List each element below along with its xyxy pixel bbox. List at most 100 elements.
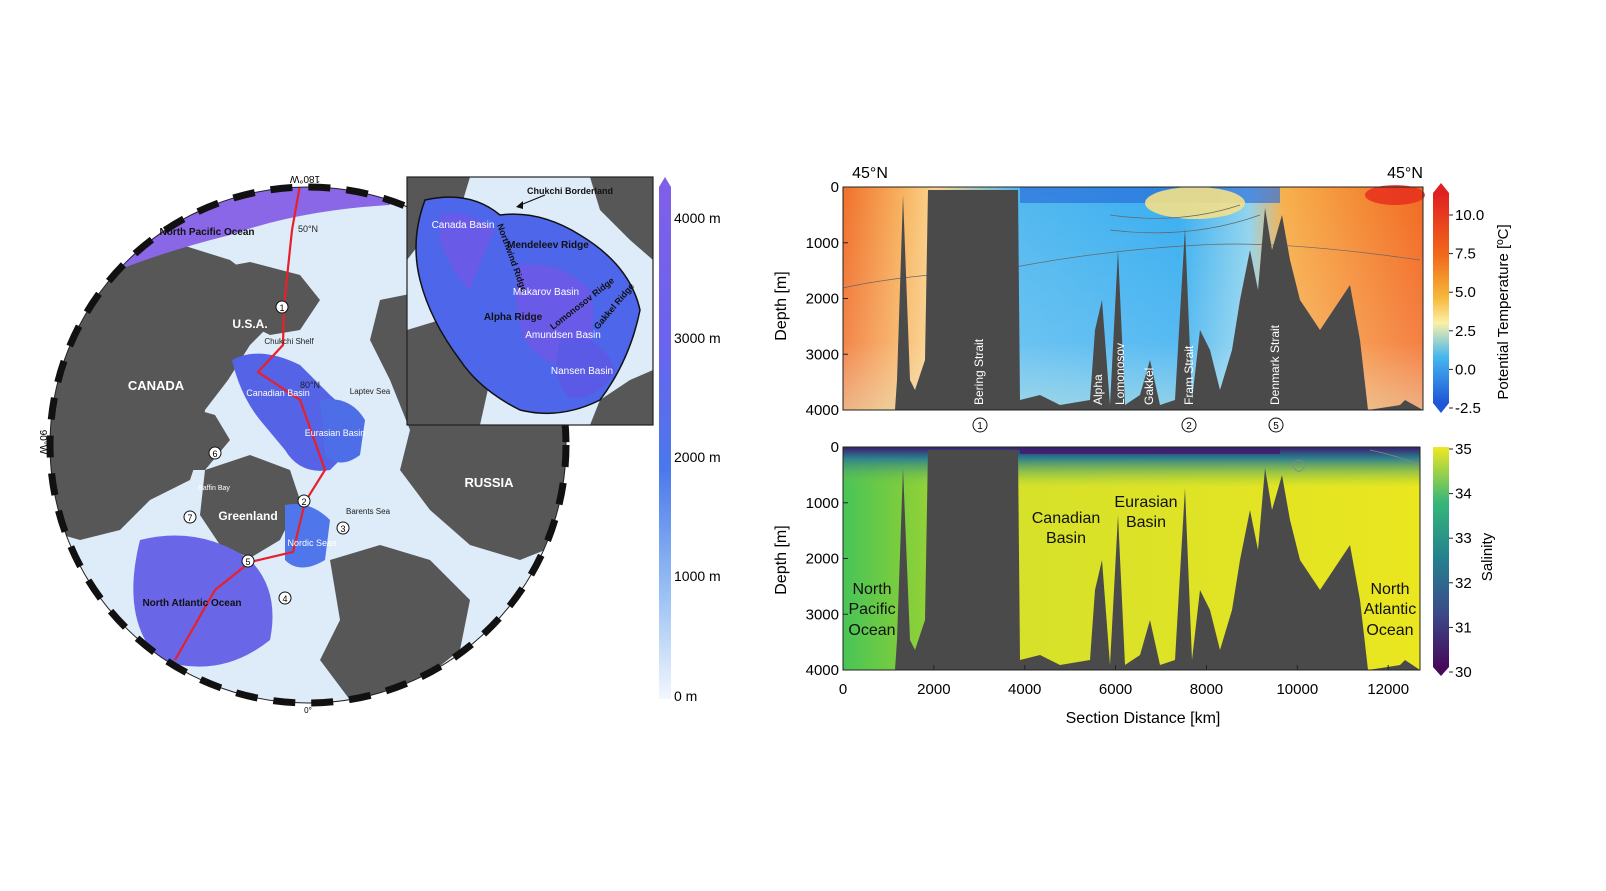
svg-text:5: 5 xyxy=(245,557,250,567)
temp-label-fram: Fram Strait xyxy=(1182,345,1196,405)
temp-colorbar-tick: 10.0 xyxy=(1455,207,1484,224)
sal-x-tick-label: 0 xyxy=(839,681,847,698)
section-line xyxy=(174,187,327,661)
temp-bathymetry xyxy=(843,190,1423,410)
svg-text:Canadian: Canadian xyxy=(1032,510,1101,527)
depth-tick-1000: 1000 m xyxy=(674,568,721,584)
temp-top-label-right: 45°N xyxy=(1387,165,1423,182)
temp-y-tick-label: 2000 xyxy=(806,291,839,308)
temp-marker-5: 5 xyxy=(1268,417,1284,433)
map-marker-1: 1 xyxy=(275,300,289,314)
sal-x-ticks: 0 2000 4000 6000 8000 10000 12000 xyxy=(839,665,1409,698)
inset-label-chukchi-borderland: Chukchi Borderland xyxy=(527,186,613,196)
label-russia: RUSSIA xyxy=(464,475,514,490)
temp-colorbar-tick: -2.5 xyxy=(1455,400,1481,417)
lat-label-50: 50°N xyxy=(298,224,318,234)
svg-text:1: 1 xyxy=(279,303,284,313)
inset-label-makarov: Makarov Basin xyxy=(513,287,579,298)
temp-label-gakkel: Gakkel xyxy=(1142,368,1156,405)
svg-text:4: 4 xyxy=(282,594,287,604)
depth-tick-4000: 4000 m xyxy=(674,210,721,226)
graticule-ring xyxy=(46,183,570,707)
depth-colorbar: 4000 m 3000 m 2000 m 1000 m 0 m xyxy=(659,177,721,704)
temp-top-label-left: 45°N xyxy=(852,165,888,182)
temp-label-alpha: Alpha xyxy=(1091,374,1105,405)
land-europe xyxy=(320,545,470,700)
temp-colorbar-tick: 0.0 xyxy=(1455,361,1476,378)
svg-text:North: North xyxy=(1370,581,1409,598)
sal-ylabel: Depth [m] xyxy=(773,525,790,594)
map-marker-2: 2 xyxy=(297,494,311,508)
svg-text:6: 6 xyxy=(212,449,217,459)
svg-text:Ocean: Ocean xyxy=(848,622,895,639)
svg-text:5: 5 xyxy=(1273,421,1279,432)
temp-colorbar-tick: 2.5 xyxy=(1455,323,1476,340)
label-barents: Barents Sea xyxy=(346,507,391,516)
label-chukchi-shelf: Chukchi Shelf xyxy=(264,337,314,346)
sal-x-tick-label: 10000 xyxy=(1276,681,1318,698)
map-marker-6: 6 xyxy=(208,446,222,460)
svg-text:Basin: Basin xyxy=(1046,530,1086,547)
sal-y-tick-label: 2000 xyxy=(806,551,839,568)
temp-y-tick-label: 1000 xyxy=(806,235,839,252)
sal-label-north-pacific: North Pacific Ocean xyxy=(848,581,895,639)
lat-label-80: 80°N xyxy=(300,380,320,390)
lon-label-left: 90°W xyxy=(37,430,48,455)
temp-y-tick-label: 0 xyxy=(831,179,839,196)
sal-xlabel: Section Distance [km] xyxy=(1066,710,1221,727)
svg-text:3: 3 xyxy=(340,524,345,534)
temp-colorbar-tick: 5.0 xyxy=(1455,284,1476,301)
north-atlantic-basin xyxy=(133,535,273,667)
label-greenland: Greenland xyxy=(218,509,277,523)
label-laptev: Laptev Sea xyxy=(350,387,391,396)
temp-marker-2: 2 xyxy=(1181,417,1197,433)
temperature-section: Bering Strait Alpha Lomonosov Gakkel Fra… xyxy=(773,165,1512,433)
sal-colorbar-tick: 35 xyxy=(1455,441,1472,458)
inset-label-mendeleev: Mendeleev Ridge xyxy=(507,240,589,251)
sal-x-tick-label: 6000 xyxy=(1099,681,1132,698)
sal-y-tick-label: 4000 xyxy=(806,662,839,679)
sal-label-north-atlantic: North Atlantic Ocean xyxy=(1364,581,1416,639)
inset-label-amundsen: Amundsen Basin xyxy=(525,330,601,341)
label-usa: U.S.A. xyxy=(232,317,267,331)
label-nordic: Nordic Seas xyxy=(287,538,337,548)
land-greenland xyxy=(200,455,300,558)
sal-x-tick-label: 2000 xyxy=(917,681,950,698)
sal-x-tick-label: 4000 xyxy=(1008,681,1041,698)
sal-colorbar-tick: 33 xyxy=(1455,530,1472,547)
sal-colorbar-tick: 32 xyxy=(1455,575,1472,592)
svg-text:North: North xyxy=(852,581,891,598)
temp-colorbar-label: Potential Temperature [ºC] xyxy=(1495,224,1512,399)
svg-text:Atlantic: Atlantic xyxy=(1364,601,1416,618)
map-marker-5: 5 xyxy=(241,554,255,568)
sal-colorbar-label: Salinity xyxy=(1479,532,1496,581)
inset-label-canada-basin: Canada Basin xyxy=(432,220,495,231)
sal-colorbar-tick: 31 xyxy=(1455,619,1472,636)
temp-colorbar-tick: 7.5 xyxy=(1455,246,1476,263)
depth-tick-0: 0 m xyxy=(674,688,697,704)
svg-text:Ocean: Ocean xyxy=(1366,622,1413,639)
sal-colorbar-tick: 34 xyxy=(1455,486,1472,503)
svg-text:1: 1 xyxy=(977,421,983,432)
temp-y-tick-label: 4000 xyxy=(806,402,839,419)
temp-ylabel: Depth [m] xyxy=(773,271,790,340)
sal-y-ticks: 0 1000 2000 3000 4000 xyxy=(806,439,848,679)
sal-x-tick-label: 12000 xyxy=(1367,681,1409,698)
nordic-seas-fill xyxy=(285,504,330,568)
svg-text:Pacific: Pacific xyxy=(848,601,895,618)
salinity-section: North Pacific Ocean Canadian Basin Euras… xyxy=(773,439,1496,727)
label-baffin: Baffin Bay xyxy=(198,485,230,492)
svg-text:2: 2 xyxy=(301,497,306,507)
canadian-basin-fill xyxy=(232,353,353,471)
svg-text:7: 7 xyxy=(187,513,192,523)
svg-text:Basin: Basin xyxy=(1126,514,1166,531)
sal-x-tick-label: 8000 xyxy=(1190,681,1223,698)
temp-label-denmark: Denmark Strait xyxy=(1268,324,1282,405)
land-canadian-archipelago xyxy=(140,405,230,470)
land-alaska xyxy=(180,262,320,335)
temp-label-bering: Bering Strait xyxy=(972,338,986,405)
label-canada: CANADA xyxy=(128,378,185,393)
inset-label-alpha: Alpha Ridge xyxy=(484,312,543,323)
label-north-atlantic: North Atlantic Ocean xyxy=(142,598,241,609)
svg-text:Eurasian: Eurasian xyxy=(1114,494,1177,511)
